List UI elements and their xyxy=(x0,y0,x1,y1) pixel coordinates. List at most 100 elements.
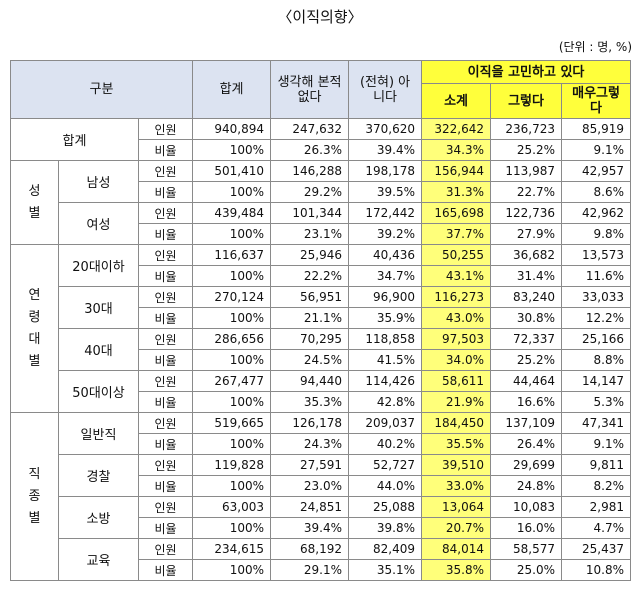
table-cell: 39.5% xyxy=(348,181,423,203)
header-category: 구분 xyxy=(9,60,194,119)
table-cell: 13,573 xyxy=(561,244,632,266)
table-cell: 39.8% xyxy=(348,517,423,539)
table-row: 성 별 남성 인원 501,410 146,288 198,178 156,944 113,98… xyxy=(10,160,632,245)
table-cell: 43.1% xyxy=(421,265,492,287)
header-subtotal: 소계 xyxy=(421,83,492,119)
table-cell: 30.8% xyxy=(490,307,563,329)
group-label-char: 직 xyxy=(28,466,41,482)
table-cell: 24.8% xyxy=(490,475,563,497)
table-cell: 22.7% xyxy=(490,181,563,203)
group-label-char: 별 xyxy=(28,510,41,526)
group-label-char: 별 xyxy=(28,353,41,369)
table-cell: 247,632 xyxy=(270,118,350,140)
row-type-label: 인원 xyxy=(137,412,194,434)
table-cell: 10,083 xyxy=(490,496,563,518)
table-cell: 58,611 xyxy=(421,370,492,392)
row-type-label: 인원 xyxy=(137,202,194,224)
row-type-label: 비율 xyxy=(137,181,194,203)
table-cell: 100% xyxy=(192,349,272,371)
table-cell: 26.3% xyxy=(270,139,350,161)
unit-note: (단위 : 명, %) xyxy=(558,40,632,54)
table-cell: 209,037 xyxy=(348,412,423,434)
item-label: 일반직 xyxy=(58,412,139,455)
table-cell: 63,003 xyxy=(192,496,272,518)
table-cell: 286,656 xyxy=(192,328,272,350)
item-label: 20대이하 xyxy=(58,244,139,287)
table-cell: 20.7% xyxy=(421,517,492,539)
table-cell: 82,409 xyxy=(348,538,423,560)
header-total: 합계 xyxy=(192,60,272,119)
table-cell: 439,484 xyxy=(192,202,272,224)
table-row: 비율 100% 21.1% 35.9% 43.0% 30.8% 12.2% xyxy=(11,307,632,329)
table-cell: 41.5% xyxy=(348,349,423,371)
table-cell: 5.3% xyxy=(561,391,632,413)
row-type-label: 인원 xyxy=(137,160,194,182)
table-cell: 94,440 xyxy=(270,370,350,392)
table-cell: 100% xyxy=(192,433,272,455)
header-yes: 그렇다 xyxy=(490,83,563,119)
table-row: 비율 100% 29.1% 35.1% 35.8% 25.0% 10.8% xyxy=(11,559,632,581)
table-cell: 40,436 xyxy=(348,244,423,266)
table-cell: 29,699 xyxy=(490,454,563,476)
row-type-label: 비율 xyxy=(137,349,194,371)
table-cell: 322,642 xyxy=(421,118,492,140)
group-label-char: 별 xyxy=(28,205,41,221)
table-cell: 27.9% xyxy=(490,223,563,245)
item-label: 50대이상 xyxy=(58,370,139,413)
table-cell: 100% xyxy=(192,475,272,497)
table-cell: 8.2% xyxy=(561,475,632,497)
table-cell: 24.5% xyxy=(270,349,350,371)
table-cell: 50,255 xyxy=(421,244,492,266)
row-type-label: 비율 xyxy=(137,391,194,413)
group-label: 합계 xyxy=(10,118,139,161)
table-cell: 10.8% xyxy=(561,559,632,581)
table-cell: 35.3% xyxy=(270,391,350,413)
table-cell: 16.6% xyxy=(490,391,563,413)
table-cell: 68,192 xyxy=(270,538,350,560)
table-row: 비율 100% 39.4% 39.8% 20.7% 16.0% 4.7% xyxy=(11,517,632,539)
table-cell: 33,033 xyxy=(561,286,632,308)
table-cell: 122,736 xyxy=(490,202,563,224)
header-very-yes: 매우그렇다 xyxy=(561,83,632,119)
table-cell: 100% xyxy=(192,517,272,539)
table-cell: 940,894 xyxy=(192,118,272,140)
row-type-label: 비율 xyxy=(137,307,194,329)
table-cell: 137,109 xyxy=(490,412,563,434)
table-cell: 198,178 xyxy=(348,160,423,182)
table-row: 비율 100% 23.0% 44.0% 33.0% 24.8% 8.2% xyxy=(11,475,632,497)
table-row: 합계 인원 940,894 247,632 370,620 322,642 236,723 8… xyxy=(10,118,632,161)
table-cell: 35.5% xyxy=(421,433,492,455)
header-not-at-all: (전혀) 아니다 xyxy=(348,60,423,119)
table-cell: 25.2% xyxy=(490,349,563,371)
table-cell: 35.1% xyxy=(348,559,423,581)
table-row: 50대이상 인원 267,477 94,440 114,426 58,611 44,464 1… xyxy=(11,370,632,413)
table-cell: 56,951 xyxy=(270,286,350,308)
table-cell: 146,288 xyxy=(270,160,350,182)
table-cell: 270,124 xyxy=(192,286,272,308)
table-cell: 100% xyxy=(192,391,272,413)
table-row: 비율 100% 35.3% 42.8% 21.9% 16.6% 5.3% xyxy=(11,391,632,413)
table-cell: 29.2% xyxy=(270,181,350,203)
table-cell: 100% xyxy=(192,223,272,245)
table-cell: 4.7% xyxy=(561,517,632,539)
table-row: 비율 100% 22.2% 34.7% 43.1% 31.4% 11.6% xyxy=(11,265,632,287)
table-cell: 52,727 xyxy=(348,454,423,476)
header-considering: 이직을 고민하고 있다 xyxy=(421,60,632,84)
table-cell: 31.3% xyxy=(421,181,492,203)
turnover-intention-table: 구분 합계 생각해 본적없다 (전혀) 아니다 이직을 고민하고 있다 소계 그… xyxy=(9,60,632,581)
table-row: 경찰 인원 119,828 27,591 52,727 39,510 29,699 9,811 xyxy=(11,454,632,497)
table-cell: 25.2% xyxy=(490,139,563,161)
table-cell: 21.9% xyxy=(421,391,492,413)
table-cell: 2,981 xyxy=(561,496,632,518)
row-type-label: 인원 xyxy=(137,286,194,308)
table-cell: 21.1% xyxy=(270,307,350,329)
table-cell: 234,615 xyxy=(192,538,272,560)
table-cell: 501,410 xyxy=(192,160,272,182)
table-cell: 9.1% xyxy=(561,433,632,455)
table-row: 소방 인원 63,003 24,851 25,088 13,064 10,083 2,981 xyxy=(11,496,632,539)
document-title: 〈이직의향〉 xyxy=(277,8,363,26)
table-cell: 184,450 xyxy=(421,412,492,434)
table-cell: 84,014 xyxy=(421,538,492,560)
